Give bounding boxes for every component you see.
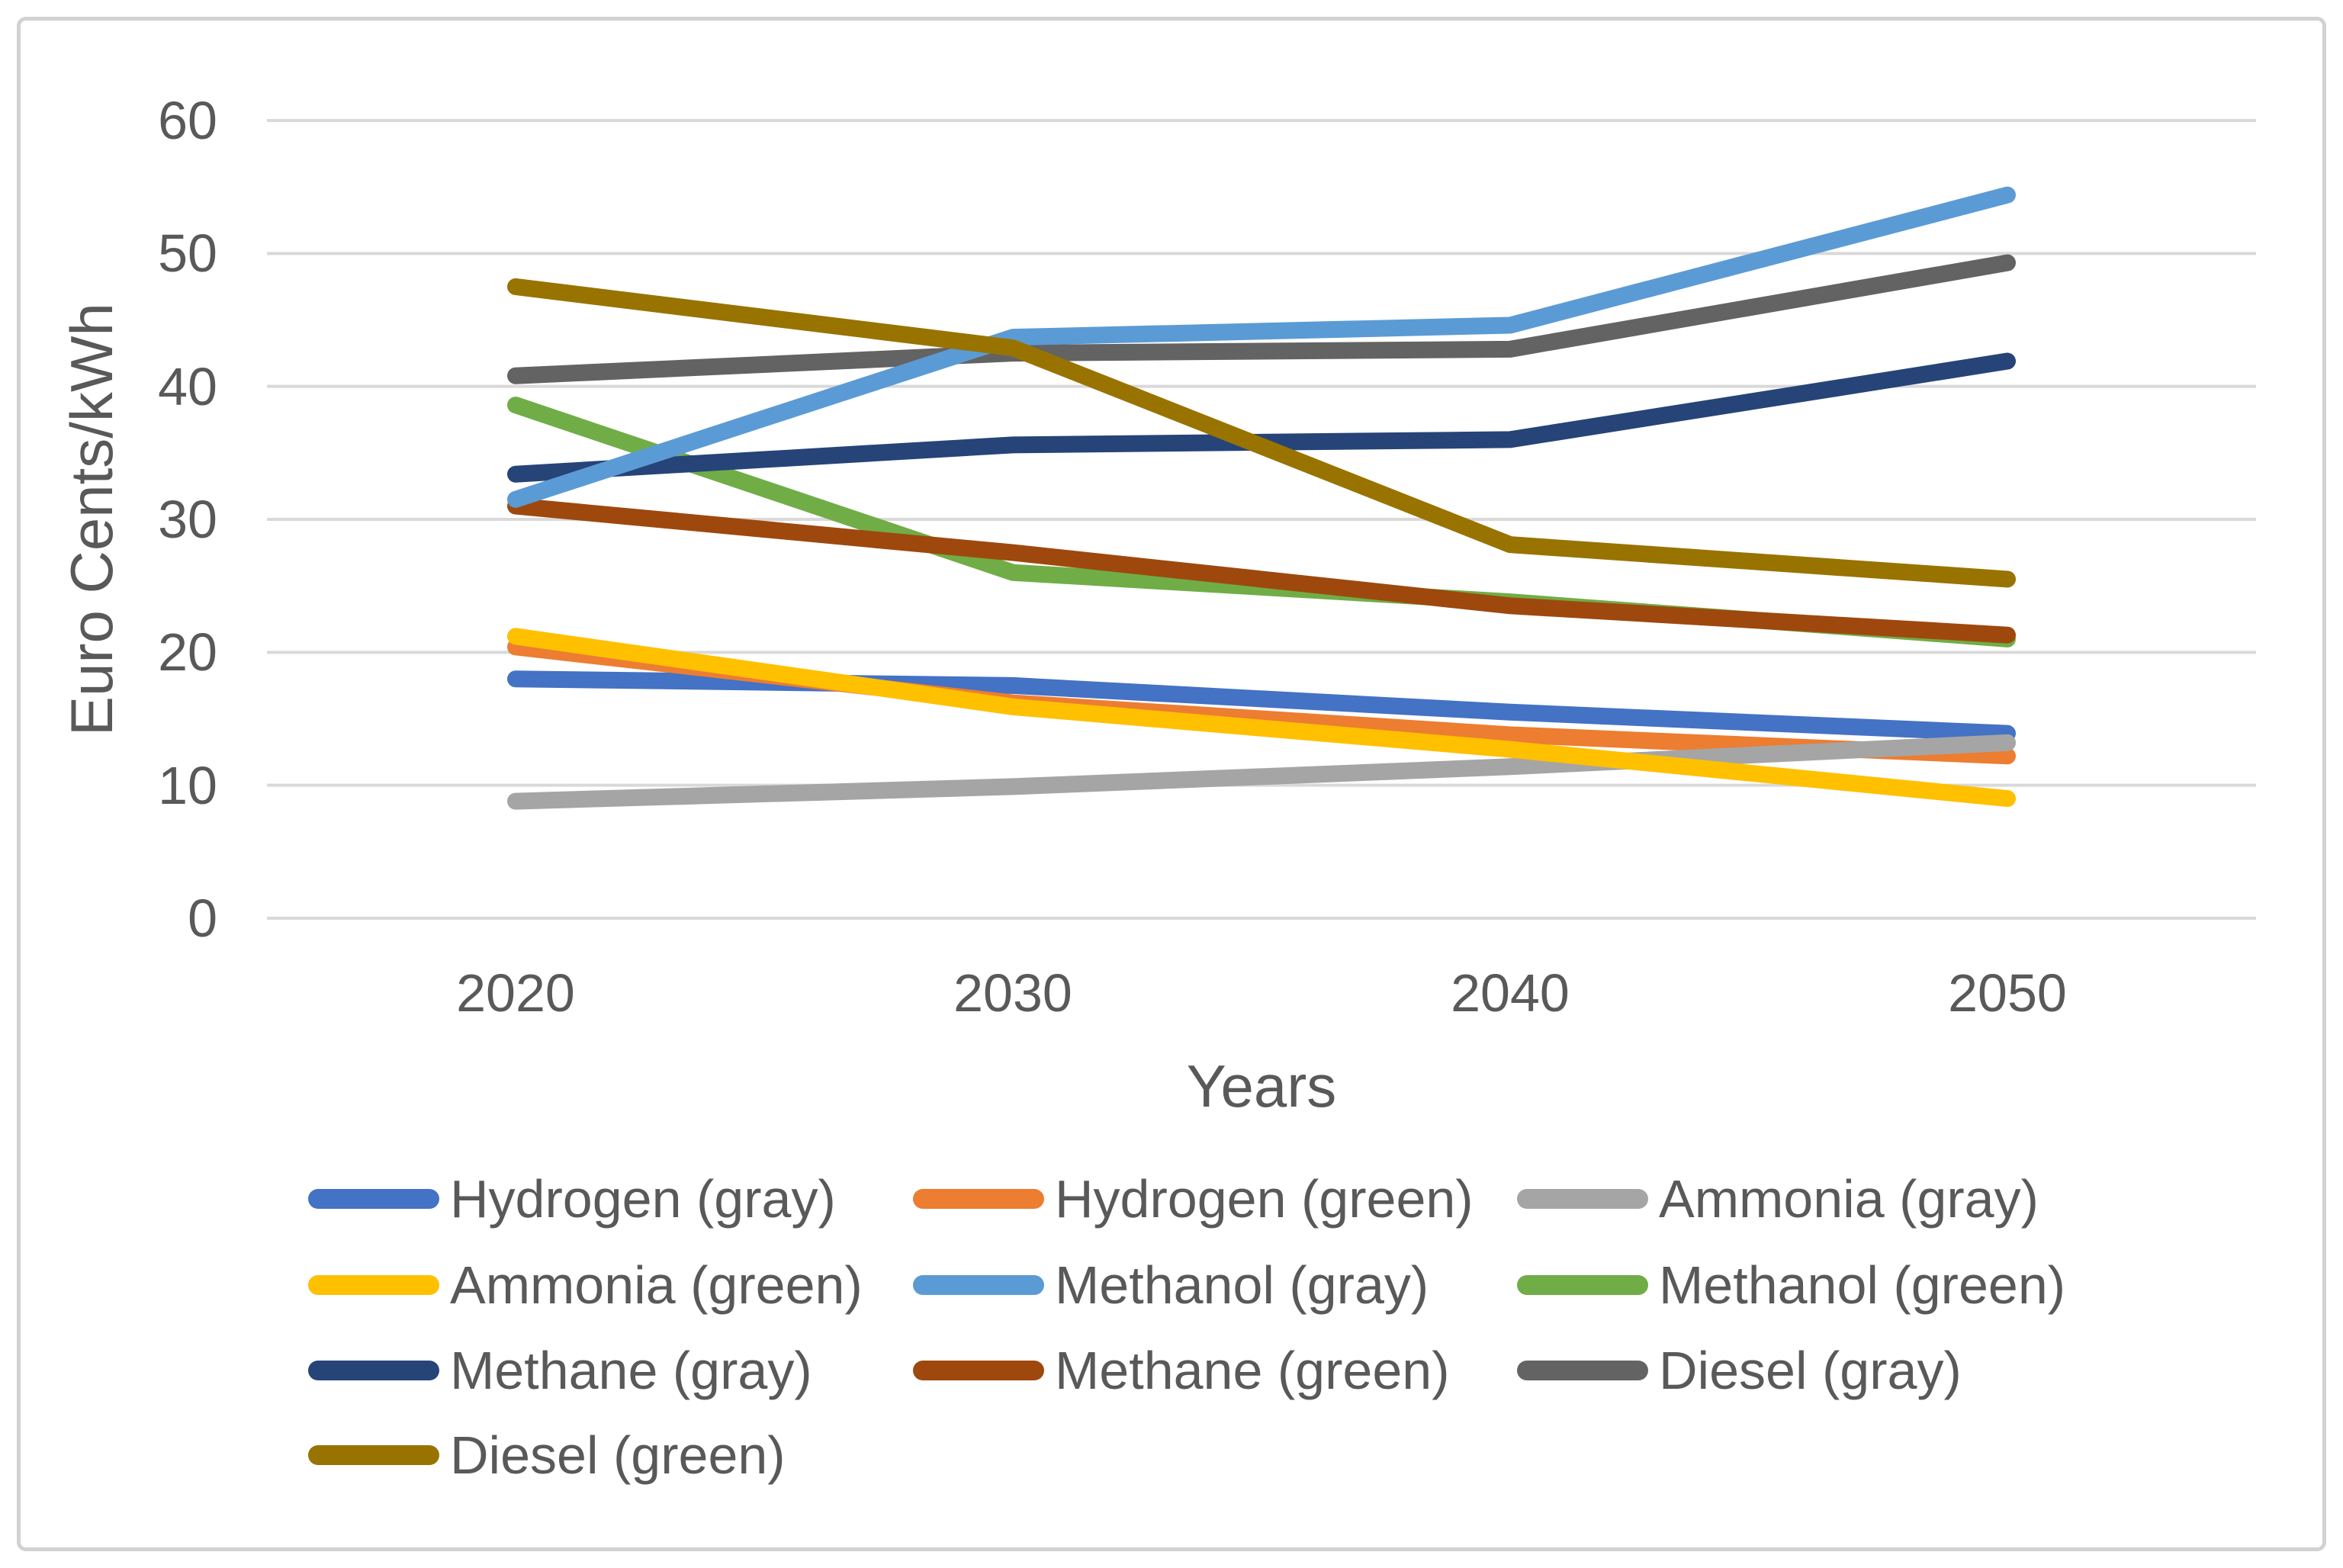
legend-line-marker	[1517, 1361, 1648, 1380]
legend-label: Ammonia (gray)	[1659, 1169, 2039, 1229]
legend-line-marker	[308, 1189, 439, 1209]
y-tick-label-30: 30	[158, 490, 217, 549]
legend-label: Diesel (gray)	[1659, 1341, 1962, 1400]
legend-line-marker	[913, 1275, 1044, 1295]
legend-label: Ammonia (green)	[450, 1255, 863, 1315]
x-tick-label-2040: 2040	[1451, 963, 1570, 1023]
x-axis-title: Years	[1186, 1052, 1337, 1120]
legend-item-diesel-green[interactable]: Diesel (green)	[308, 1417, 786, 1493]
y-tick-label-40: 40	[158, 356, 217, 416]
y-tick-label-0: 0	[188, 888, 217, 948]
legend-item-hydrogen-gray[interactable]: Hydrogen (gray)	[308, 1161, 836, 1237]
legend-label: Methane (gray)	[450, 1341, 812, 1400]
legend-item-methanol-green[interactable]: Methanol (green)	[1517, 1247, 2065, 1323]
legend-line-marker	[308, 1275, 439, 1295]
series-line-methane-green	[507, 497, 2016, 644]
legend-item-methane-green[interactable]: Methane (green)	[913, 1332, 1450, 1409]
series-line-diesel-gray	[507, 254, 2016, 384]
legend-label: Methane (green)	[1055, 1341, 1450, 1400]
legend-item-methane-gray[interactable]: Methane (gray)	[308, 1332, 812, 1409]
x-tick-label-2020: 2020	[456, 963, 575, 1023]
legend-label: Diesel (green)	[450, 1425, 786, 1485]
chart-outer-border	[17, 17, 2326, 1551]
legend-line-marker	[308, 1445, 439, 1465]
legend-item-diesel-gray[interactable]: Diesel (gray)	[1517, 1332, 1962, 1409]
y-tick-label-20: 20	[158, 622, 217, 683]
legend-item-ammonia-green[interactable]: Ammonia (green)	[308, 1247, 863, 1323]
legend-label: Methanol (green)	[1659, 1255, 2066, 1315]
series-line-diesel-green	[507, 278, 2016, 588]
legend-line-marker	[1517, 1275, 1648, 1295]
x-tick-label-2030: 2030	[953, 963, 1072, 1023]
legend-item-methanol-gray[interactable]: Methanol (gray)	[913, 1247, 1429, 1323]
x-tick-label-2050: 2050	[1948, 963, 2067, 1023]
legend-label: Hydrogen (green)	[1055, 1169, 1474, 1229]
series-line-ammonia-green	[507, 628, 2016, 808]
y-tick-label-10: 10	[158, 755, 217, 815]
legend-item-hydrogen-green[interactable]: Hydrogen (green)	[913, 1161, 1474, 1237]
legend-label: Methanol (gray)	[1055, 1255, 1429, 1315]
legend-item-ammonia-gray[interactable]: Ammonia (gray)	[1517, 1161, 2039, 1237]
legend-line-marker	[308, 1361, 439, 1380]
legend-label: Hydrogen (gray)	[450, 1169, 836, 1229]
series-line-methanol-gray	[507, 186, 2016, 508]
series-line-ammonia-gray	[507, 734, 2016, 810]
y-tick-label-60: 60	[158, 91, 217, 150]
y-tick-label-50: 50	[158, 223, 217, 284]
legend-line-marker	[1517, 1189, 1648, 1209]
legend-line-marker	[913, 1189, 1044, 1209]
y-axis-title: Euro Cents/kWh	[58, 303, 125, 736]
legend-line-marker	[913, 1361, 1044, 1380]
